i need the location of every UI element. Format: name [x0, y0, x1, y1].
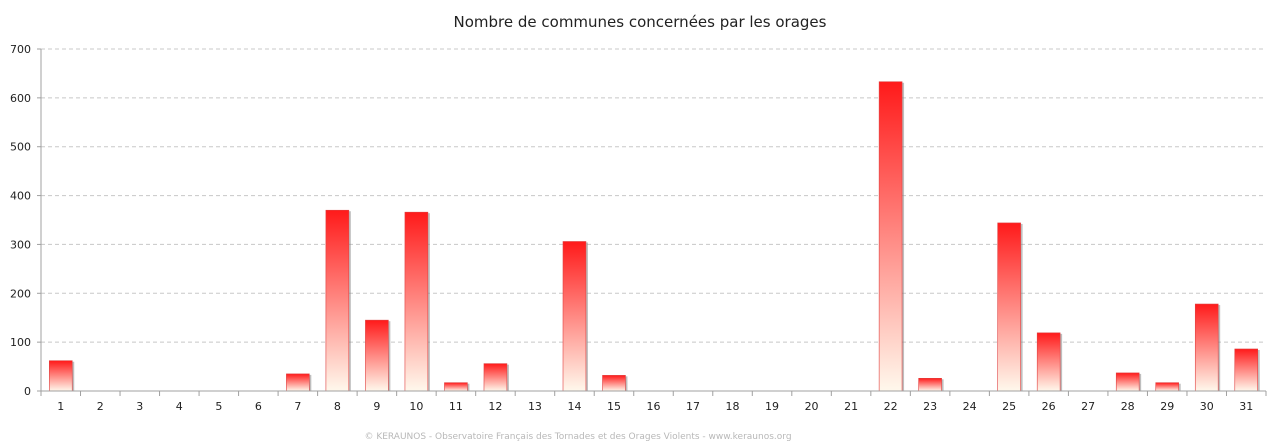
bar	[878, 81, 903, 392]
x-tick-label: 4	[176, 400, 183, 413]
x-tick-label: 21	[844, 400, 858, 413]
x-tick-label: 8	[334, 400, 341, 413]
x-tick-label: 15	[607, 400, 621, 413]
bar	[562, 241, 587, 392]
x-tick-label: 1	[57, 400, 64, 413]
x-tick-label: 2	[97, 400, 104, 413]
x-tick-label: 30	[1200, 400, 1214, 413]
bar	[365, 319, 389, 392]
gridlines	[41, 48, 1266, 343]
bar	[918, 377, 942, 392]
bar	[325, 209, 350, 392]
x-tick-label: 5	[215, 400, 222, 413]
y-tick-label: 200	[10, 287, 31, 300]
y-tick-label: 700	[10, 43, 31, 56]
x-tick-label: 10	[409, 400, 423, 413]
y-axis-ticks: 0 100 200 300 400 500 600 700	[10, 43, 41, 398]
x-tick-label: 3	[136, 400, 143, 413]
x-tick-label: 31	[1239, 400, 1253, 413]
x-tick-label: 13	[528, 400, 542, 413]
bar	[1234, 348, 1259, 392]
bar	[1036, 332, 1061, 392]
x-tick-label: 16	[647, 400, 661, 413]
x-tick-label: 14	[567, 400, 581, 413]
bar	[48, 360, 73, 392]
y-tick-label: 0	[24, 385, 31, 398]
x-tick-label: 25	[1002, 400, 1016, 413]
bars	[48, 81, 1260, 392]
axes	[40, 49, 1266, 392]
x-tick-label: 11	[449, 400, 463, 413]
x-tick-label: 6	[255, 400, 262, 413]
x-axis-ticks: 1 2 3 4 5 6 7 8 9 10 11 12 13 14 15 16 17 18 19 20 21 22 23 24 2…	[40, 391, 1267, 413]
chart-title: Nombre de communes concernées par les or…	[454, 13, 827, 31]
bar	[997, 222, 1021, 392]
bar	[444, 382, 468, 392]
y-tick-label: 600	[10, 92, 31, 105]
y-tick-label: 100	[10, 336, 31, 349]
y-tick-label: 300	[10, 238, 31, 251]
x-tick-label: 27	[1081, 400, 1095, 413]
x-tick-label: 28	[1121, 400, 1135, 413]
bar	[602, 375, 626, 392]
x-tick-label: 7	[294, 400, 301, 413]
x-tick-label: 12	[488, 400, 502, 413]
x-tick-label: 19	[765, 400, 779, 413]
x-tick-label: 20	[805, 400, 819, 413]
y-tick-label: 500	[10, 141, 31, 154]
bar	[404, 211, 429, 392]
x-tick-label: 17	[686, 400, 700, 413]
x-tick-label: 29	[1160, 400, 1174, 413]
bar	[1194, 303, 1219, 392]
x-tick-label: 18	[726, 400, 740, 413]
x-tick-label: 23	[923, 400, 937, 413]
bar	[1155, 382, 1179, 392]
x-tick-label: 9	[373, 400, 380, 413]
y-tick-label: 400	[10, 190, 31, 203]
bar	[1115, 372, 1140, 392]
bar	[286, 373, 310, 392]
x-tick-label: 24	[963, 400, 977, 413]
x-tick-label: 22	[884, 400, 898, 413]
x-tick-label: 26	[1042, 400, 1056, 413]
bar	[483, 363, 508, 392]
credit-text: © KERAUNOS - Observatoire Français des T…	[364, 432, 791, 442]
